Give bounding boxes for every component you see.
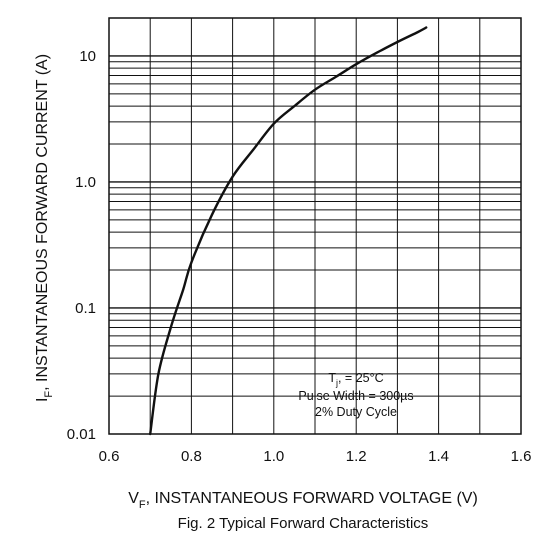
x-tick-label: 1.6 xyxy=(511,448,532,465)
y-tick-label: 0.01 xyxy=(67,426,96,443)
y-tick-label: 10 xyxy=(79,48,96,65)
figure-caption: Fig. 2 Typical Forward Characteristics xyxy=(178,515,429,532)
x-tick-label: 1.2 xyxy=(346,448,367,465)
annotation-duty-cycle: 2% Duty Cycle xyxy=(315,405,397,419)
x-tick-label: 1.0 xyxy=(263,448,284,465)
x-tick-label: 0.8 xyxy=(181,448,202,465)
x-axis-label: VF, INSTANTANEOUS FORWARD VOLTAGE (V) xyxy=(128,490,478,511)
forward-curve-series xyxy=(149,26,428,436)
plot-frame xyxy=(108,17,522,435)
tick-labels: 0.6 0.8 1.0 1.2 1.4 1.6 0.01 0.1 1.0 10 xyxy=(67,48,532,465)
x-tick-label: 1.4 xyxy=(428,448,449,465)
annotation-pulse-width: Pulse Width = 300µs xyxy=(298,389,413,403)
x-tick-label: 0.6 xyxy=(99,448,120,465)
grid xyxy=(109,18,521,434)
y-tick-label: 0.1 xyxy=(75,300,96,317)
y-tick-label: 1.0 xyxy=(75,174,96,191)
y-axis-label: IF, INSTANTANEOUS FORWARD CURRENT (A) xyxy=(34,54,55,402)
annotation-junction-temp: Tj, = 25°C xyxy=(328,371,383,388)
